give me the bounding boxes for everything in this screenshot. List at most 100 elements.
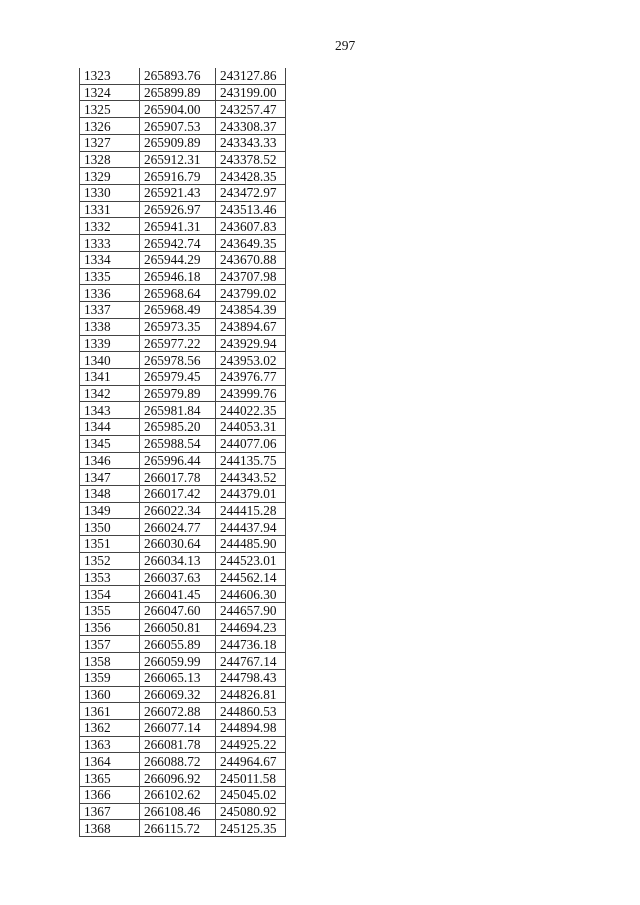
point-id-cell: 1360 — [79, 685, 140, 704]
table-row: 1328 265912.31 243378.52 — [79, 150, 286, 169]
x-coordinate-cell: 266072.88 — [139, 702, 216, 721]
point-id-cell: 1326 — [79, 117, 140, 135]
x-coordinate-cell: 265985.20 — [139, 418, 216, 436]
y-coordinate-cell: 244798.43 — [215, 668, 286, 687]
table-row: 1323 265893.76 243127.86 — [79, 68, 286, 85]
y-coordinate-cell: 244694.23 — [215, 618, 286, 637]
table-row: 1346 265996.44 244135.75 — [79, 451, 286, 470]
point-id-cell: 1368 — [79, 819, 140, 838]
point-id-cell: 1358 — [79, 652, 140, 670]
x-coordinate-cell: 265942.74 — [139, 234, 216, 252]
table-row: 1357 266055.89 244736.18 — [79, 635, 286, 654]
table-row: 1349 266022.34 244415.28 — [79, 501, 286, 520]
point-id-cell: 1354 — [79, 585, 140, 603]
table-row: 1330 265921.43 243472.97 — [79, 184, 286, 202]
x-coordinate-cell: 266115.72 — [139, 819, 216, 838]
point-id-cell: 1355 — [79, 602, 140, 620]
y-coordinate-cell: 244562.14 — [215, 568, 286, 587]
table-row: 1338 265973.35 243894.67 — [79, 317, 286, 336]
x-coordinate-cell: 265979.89 — [139, 384, 216, 403]
table-row: 1336 265968.64 243799.02 — [79, 284, 286, 303]
point-id-cell: 1349 — [79, 501, 140, 520]
table-row: 1326 265907.53 243308.37 — [79, 117, 286, 135]
point-id-cell: 1361 — [79, 702, 140, 721]
y-coordinate-cell: 243127.86 — [215, 68, 286, 85]
table-row: 1368 266115.72 245125.35 — [79, 819, 286, 838]
y-coordinate-cell: 244135.75 — [215, 451, 286, 470]
table-row: 1358 266059.99 244767.14 — [79, 652, 286, 670]
y-coordinate-cell: 244894.98 — [215, 719, 286, 737]
x-coordinate-cell: 266034.13 — [139, 551, 216, 570]
y-coordinate-cell: 244606.30 — [215, 585, 286, 603]
x-coordinate-cell: 266088.72 — [139, 752, 216, 771]
table-row: 1366 266102.62 245045.02 — [79, 785, 286, 804]
y-coordinate-cell: 243472.97 — [215, 184, 286, 202]
x-coordinate-cell: 266081.78 — [139, 735, 216, 754]
y-coordinate-cell: 245080.92 — [215, 802, 286, 821]
x-coordinate-cell: 266041.45 — [139, 585, 216, 603]
point-id-cell: 1323 — [79, 68, 140, 85]
x-coordinate-cell: 265941.31 — [139, 217, 216, 236]
y-coordinate-cell: 244767.14 — [215, 652, 286, 670]
x-coordinate-cell: 266096.92 — [139, 769, 216, 787]
y-coordinate-cell: 243953.02 — [215, 351, 286, 369]
table-row: 1354 266041.45 244606.30 — [79, 585, 286, 603]
table-row: 1324 265899.89 243199.00 — [79, 83, 286, 102]
y-coordinate-cell: 243428.35 — [215, 167, 286, 186]
x-coordinate-cell: 265912.31 — [139, 150, 216, 169]
point-id-cell: 1352 — [79, 551, 140, 570]
x-coordinate-cell: 266022.34 — [139, 501, 216, 520]
x-coordinate-cell: 265907.53 — [139, 117, 216, 135]
point-id-cell: 1347 — [79, 468, 140, 486]
table-row: 1365 266096.92 245011.58 — [79, 769, 286, 787]
y-coordinate-cell: 245125.35 — [215, 819, 286, 838]
x-coordinate-cell: 265973.35 — [139, 317, 216, 336]
coordinate-table: 1323 265893.76 243127.86 1324 265899.89 24319… — [79, 68, 286, 838]
point-id-cell: 1338 — [79, 317, 140, 336]
point-id-cell: 1346 — [79, 451, 140, 470]
x-coordinate-cell: 266102.62 — [139, 785, 216, 804]
table-row: 1362 266077.14 244894.98 — [79, 719, 286, 737]
y-coordinate-cell: 243894.67 — [215, 317, 286, 336]
table-row: 1359 266065.13 244798.43 — [79, 668, 286, 687]
point-id-cell: 1324 — [79, 83, 140, 102]
point-id-cell: 1329 — [79, 167, 140, 186]
table-row: 1347 266017.78 244343.52 — [79, 468, 286, 486]
table-row: 1364 266088.72 244964.67 — [79, 752, 286, 771]
x-coordinate-cell: 265909.89 — [139, 133, 216, 152]
y-coordinate-cell: 243378.52 — [215, 150, 286, 169]
table-row: 1350 266024.77 244437.94 — [79, 518, 286, 537]
point-id-cell: 1367 — [79, 802, 140, 821]
table-row: 1356 266050.81 244694.23 — [79, 618, 286, 637]
x-coordinate-cell: 265981.84 — [139, 401, 216, 420]
table-row: 1341 265979.45 243976.77 — [79, 367, 286, 386]
point-id-cell: 1362 — [79, 719, 140, 737]
x-coordinate-cell: 265978.56 — [139, 351, 216, 369]
y-coordinate-cell: 243999.76 — [215, 384, 286, 403]
point-id-cell: 1325 — [79, 100, 140, 119]
point-id-cell: 1348 — [79, 484, 140, 503]
x-coordinate-cell: 266017.42 — [139, 484, 216, 503]
point-id-cell: 1327 — [79, 133, 140, 152]
y-coordinate-cell: 243976.77 — [215, 367, 286, 386]
point-id-cell: 1363 — [79, 735, 140, 754]
point-id-cell: 1350 — [79, 518, 140, 537]
y-coordinate-cell: 244964.67 — [215, 752, 286, 771]
point-id-cell: 1336 — [79, 284, 140, 303]
point-id-cell: 1364 — [79, 752, 140, 771]
table-row: 1337 265968.49 243854.39 — [79, 301, 286, 319]
point-id-cell: 1330 — [79, 184, 140, 202]
table-row: 1325 265904.00 243257.47 — [79, 100, 286, 119]
table-row: 1343 265981.84 244022.35 — [79, 401, 286, 420]
point-id-cell: 1359 — [79, 668, 140, 687]
y-coordinate-cell: 245011.58 — [215, 769, 286, 787]
y-coordinate-cell: 243707.98 — [215, 267, 286, 286]
y-coordinate-cell: 244379.01 — [215, 484, 286, 503]
point-id-cell: 1332 — [79, 217, 140, 236]
point-id-cell: 1356 — [79, 618, 140, 637]
x-coordinate-cell: 266050.81 — [139, 618, 216, 637]
table-row: 1335 265946.18 243707.98 — [79, 267, 286, 286]
point-id-cell: 1353 — [79, 568, 140, 587]
x-coordinate-cell: 265904.00 — [139, 100, 216, 119]
point-id-cell: 1343 — [79, 401, 140, 420]
